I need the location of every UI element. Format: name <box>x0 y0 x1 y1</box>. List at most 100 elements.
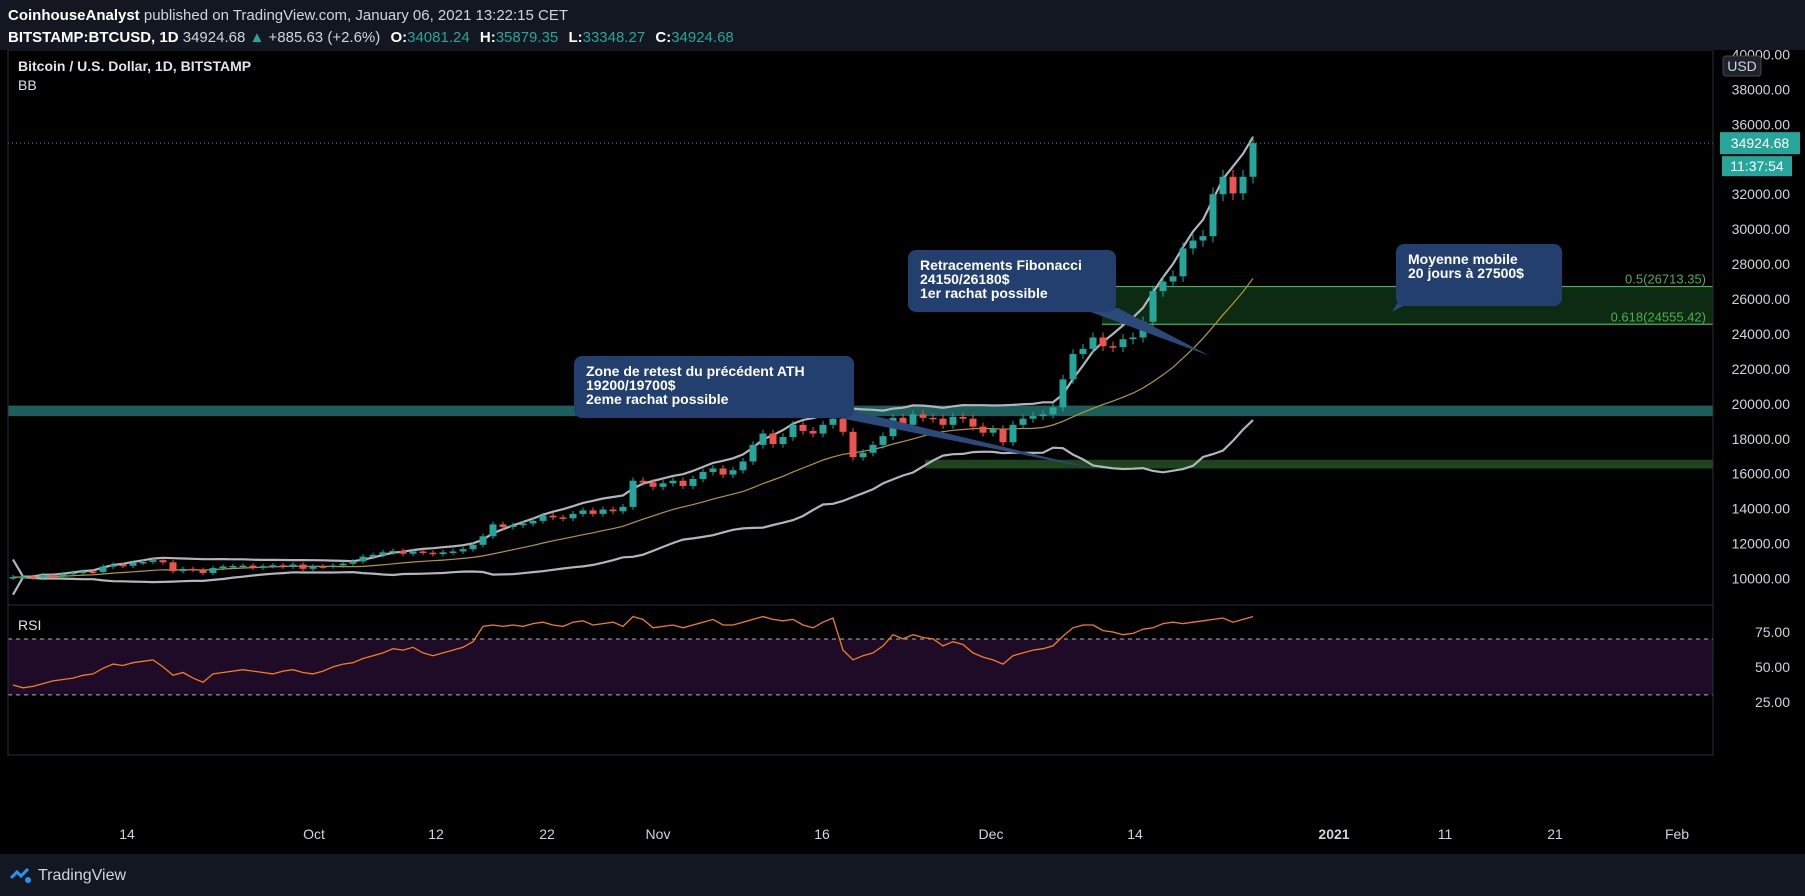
candle-body <box>1029 416 1037 419</box>
chart-legend-title: Bitcoin / U.S. Dollar, 1D, BITSTAMP <box>18 58 251 74</box>
candle-body <box>519 523 527 526</box>
candle-body <box>629 480 637 507</box>
candle-body <box>429 552 437 555</box>
candle-body <box>469 544 477 550</box>
price-change: +885.63 (+2.6%) <box>268 29 381 46</box>
candle-body <box>699 471 707 479</box>
candle-body <box>929 417 937 420</box>
candle-body <box>199 569 207 573</box>
candle-body <box>659 483 667 487</box>
last-price: 34924.68 <box>182 29 246 46</box>
callout-box <box>574 356 854 418</box>
callout-box <box>1396 244 1562 306</box>
candle-body <box>959 416 967 419</box>
rsi-pane-frame <box>7 604 1714 756</box>
candle-body <box>269 565 277 567</box>
candle-body <box>1039 414 1047 417</box>
candle-body <box>859 452 867 458</box>
rsi-tick-label: 75.00 <box>1755 624 1790 640</box>
last-price-tag <box>1720 132 1800 155</box>
callout-pointer <box>790 408 1100 470</box>
time-tick-label: 16 <box>814 826 830 842</box>
author-name[interactable]: CoinhouseAnalyst <box>8 7 140 24</box>
candle-body <box>319 566 327 568</box>
time-tick-label: 14 <box>119 826 135 842</box>
ohlc-line: BITSTAMP:BTCUSD, 1D 34924.68 ▲ +885.63 (… <box>8 29 734 46</box>
open-value: 34081.24 <box>407 29 470 46</box>
candle-body <box>619 506 627 512</box>
price-tick-label: 16000.00 <box>1732 466 1791 482</box>
bollinger-lower-band <box>12 419 1254 596</box>
fib-level-label: 0.5(26713.35) <box>1625 272 1706 287</box>
candle-body <box>69 572 77 575</box>
candle-body <box>539 515 547 521</box>
price-tick-label: 32000.00 <box>1732 186 1791 202</box>
candle-body <box>1129 337 1137 340</box>
candle-body <box>49 575 57 577</box>
callout-text-line: 20 jours à 27500$ <box>1408 265 1524 281</box>
countdown-text: 11:37:54 <box>1730 158 1784 174</box>
indicator-legend-bb[interactable]: BB <box>18 77 37 93</box>
candle-body <box>309 566 317 569</box>
rsi-band-fill <box>8 638 1713 695</box>
price-tick-label: 24000.00 <box>1732 326 1791 342</box>
time-tick-label: Feb <box>1665 826 1689 842</box>
callout-box <box>908 250 1116 312</box>
candle-body <box>579 510 587 514</box>
candle-body <box>29 576 37 579</box>
candle-body <box>609 509 617 512</box>
time-tick-label: 11 <box>1438 826 1453 842</box>
candle-body <box>149 560 157 562</box>
currency-label: USD <box>1727 58 1757 74</box>
currency-badge[interactable] <box>1722 55 1762 77</box>
candle-body <box>1229 176 1237 194</box>
indicator-legend-rsi[interactable]: RSI <box>18 617 41 633</box>
ath-retest-callout: Zone de retest du précédent ATH19200/197… <box>574 356 1100 470</box>
candle-body <box>1169 276 1177 282</box>
candle-body <box>919 414 927 418</box>
candle-body <box>879 436 887 445</box>
chart-header: CoinhouseAnalyst published on TradingVie… <box>0 0 1805 50</box>
candle-body <box>79 571 87 574</box>
candle-body <box>459 549 467 552</box>
candle-body <box>419 551 427 553</box>
candle-body <box>39 575 47 578</box>
candle-body <box>1239 176 1247 194</box>
candle-body <box>979 426 987 433</box>
candle-body <box>59 574 67 577</box>
chart-background <box>0 50 1805 854</box>
price-tick-label: 14000.00 <box>1732 501 1791 517</box>
candle-body <box>189 568 197 571</box>
sma-20-line <box>12 278 1254 578</box>
candle-body <box>209 568 217 573</box>
candle-body <box>399 550 407 554</box>
time-tick-label: 12 <box>428 826 444 842</box>
candle-body <box>89 571 97 574</box>
candle-body <box>989 429 997 433</box>
candle-body <box>1119 339 1127 348</box>
price-tick-label: 36000.00 <box>1732 116 1791 132</box>
candle-body <box>229 565 237 568</box>
price-chart[interactable]: 0.5(26713.35) 0.618(24555.42) Retracement… <box>0 50 1805 854</box>
price-tick-label: 12000.00 <box>1732 536 1791 552</box>
candle-body <box>1249 143 1257 177</box>
candle-body <box>939 418 947 425</box>
candle-body <box>679 480 687 486</box>
candle-body <box>829 418 837 425</box>
candle-body <box>849 431 857 458</box>
candle-body <box>719 468 727 475</box>
candle-body <box>729 470 737 475</box>
time-tick-label: 21 <box>1547 826 1563 842</box>
candle-body <box>129 562 137 566</box>
candle-body <box>219 566 227 569</box>
up-arrow-icon: ▲ <box>249 29 265 46</box>
tradingview-logo[interactable]: TradingView <box>10 867 126 885</box>
candle-body <box>589 510 597 514</box>
high-label: H: <box>479 29 496 46</box>
callout-text-line: Retracements Fibonacci <box>920 257 1082 273</box>
candle-body <box>169 562 177 572</box>
candle-body <box>259 566 267 568</box>
price-tick-label: 38000.00 <box>1732 81 1791 97</box>
candle-body <box>759 433 767 445</box>
